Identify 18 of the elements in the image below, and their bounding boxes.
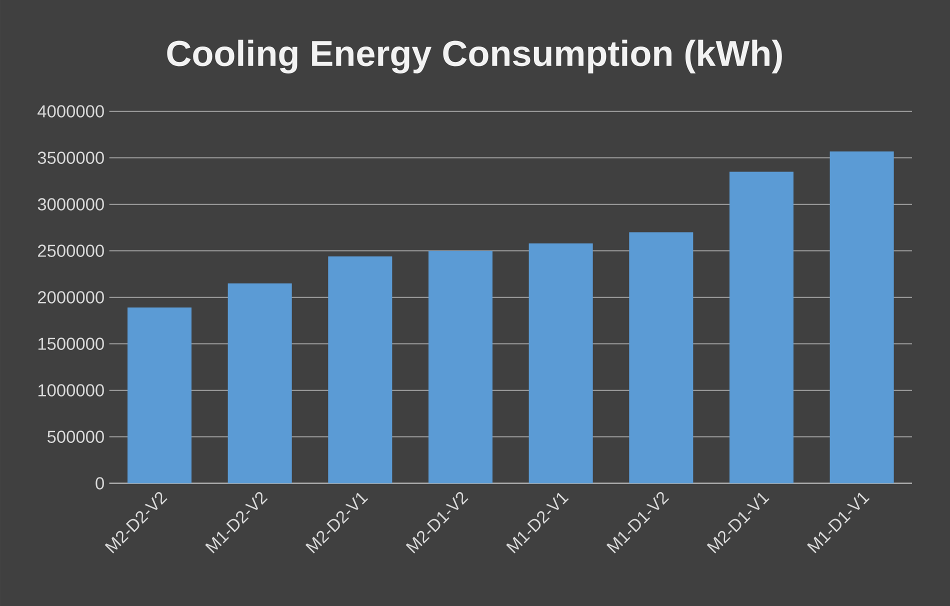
y-tick-label: 1000000 (38, 384, 104, 396)
y-tick-label: 1500000 (38, 338, 104, 350)
bar (830, 151, 894, 484)
bar (428, 250, 492, 484)
bar (328, 256, 392, 484)
chart-title: Cooling Energy Consumption (kWh) (167, 40, 782, 74)
y-tick-label: 2500000 (38, 244, 104, 257)
y-tick-label: 0 (96, 477, 104, 490)
y-tick-label: 3000000 (38, 198, 104, 210)
y-tick-label: 3500000 (38, 152, 104, 164)
bar (228, 283, 292, 484)
bar (629, 232, 694, 484)
bar (128, 308, 192, 484)
bar (528, 243, 593, 484)
bar (729, 172, 794, 484)
y-tick-label: 4000000 (38, 105, 104, 118)
y-tick-label: 500000 (47, 430, 104, 443)
y-tick-label: 2000000 (38, 291, 104, 304)
